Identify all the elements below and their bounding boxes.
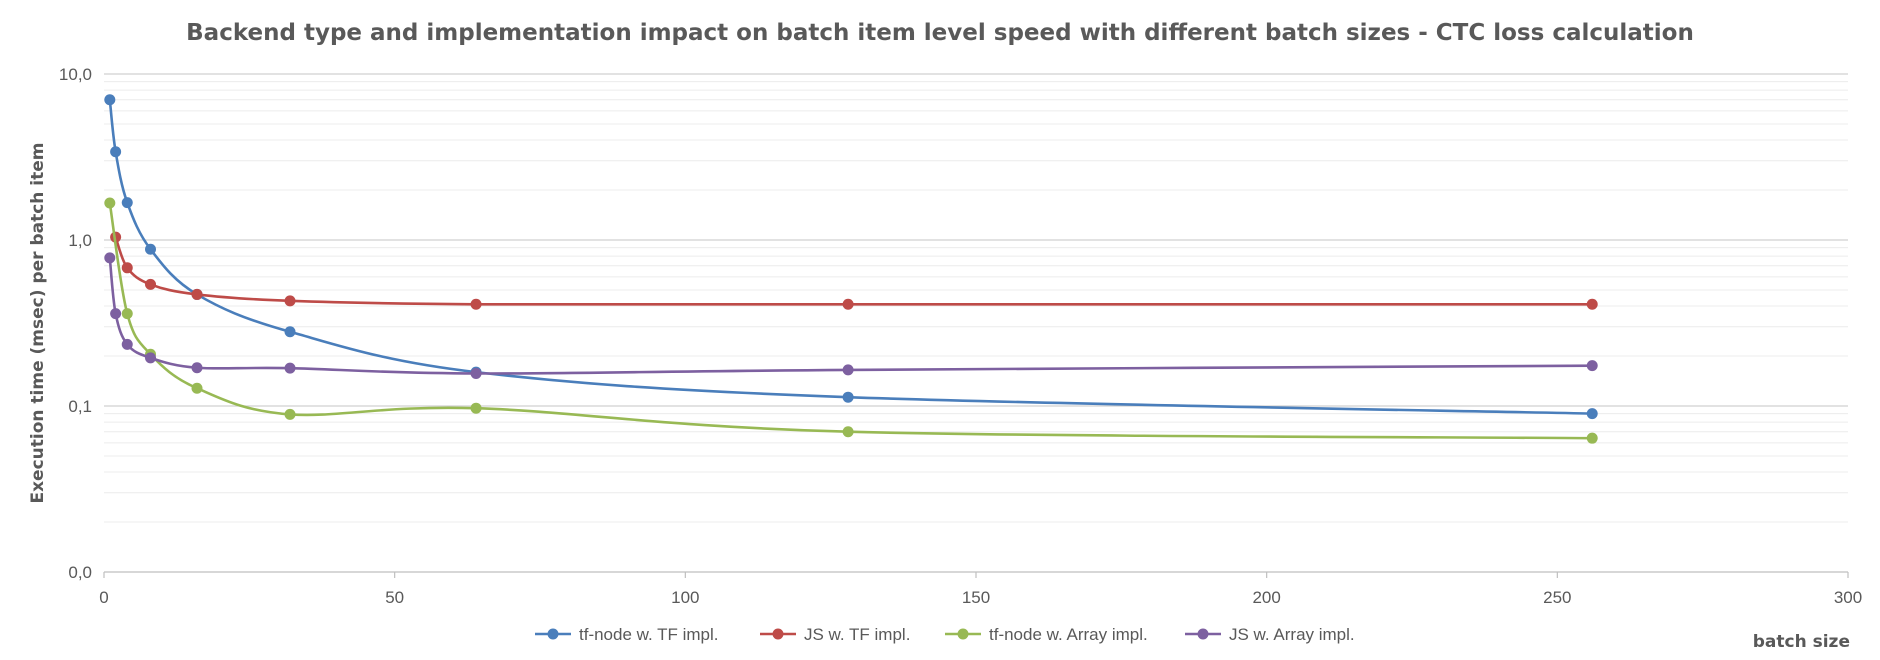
- data-point: [121, 262, 133, 274]
- data-point: [284, 362, 296, 374]
- data-point: [1586, 360, 1598, 372]
- data-point: [104, 197, 116, 209]
- x-tick-label: 100: [671, 588, 699, 607]
- data-point: [121, 338, 133, 350]
- y-tick-label: 0,1: [68, 397, 92, 416]
- data-point: [121, 308, 133, 320]
- y-tick-label: 10,0: [59, 65, 92, 84]
- data-point: [284, 295, 296, 307]
- legend-label: tf-node w. Array impl.: [989, 625, 1148, 644]
- legend-marker: [547, 628, 559, 640]
- data-point: [121, 197, 133, 209]
- legend-label: tf-node w. TF impl.: [579, 625, 719, 644]
- data-point: [842, 426, 854, 438]
- legend: tf-node w. TF impl. JS w. TF impl. tf-node…: [535, 625, 1355, 644]
- data-point: [842, 391, 854, 403]
- series-group: [104, 94, 1598, 444]
- data-point: [191, 288, 203, 300]
- data-point: [1586, 298, 1598, 310]
- x-tick-label: 250: [1543, 588, 1571, 607]
- y-axis-ticks: 0,0 0,1 1,0 10,0: [59, 65, 92, 582]
- y-axis-label: Execution time (msec) per batch item: [28, 142, 48, 503]
- gridlines: [104, 73, 1848, 523]
- data-point: [284, 326, 296, 338]
- data-point: [470, 298, 482, 310]
- data-point: [145, 243, 157, 255]
- data-point: [145, 352, 157, 364]
- data-point: [104, 94, 116, 106]
- x-tick-label: 300: [1834, 588, 1862, 607]
- x-tick-label: 0: [99, 588, 108, 607]
- data-point: [470, 367, 482, 379]
- data-point: [1586, 432, 1598, 444]
- x-tick-label: 150: [962, 588, 990, 607]
- legend-marker: [772, 628, 784, 640]
- legend-item: tf-node w. Array impl.: [945, 625, 1148, 644]
- x-tick-label: 50: [385, 588, 404, 607]
- legend-item: JS w. TF impl.: [760, 625, 910, 644]
- data-point: [104, 252, 116, 264]
- x-axis-label: batch size: [1753, 632, 1850, 652]
- data-point: [842, 364, 854, 376]
- legend-item: tf-node w. TF impl.: [535, 625, 719, 644]
- chart-title: Backend type and implementation impact o…: [186, 20, 1694, 46]
- legend-item: JS w. Array impl.: [1185, 625, 1355, 644]
- legend-marker: [957, 628, 969, 640]
- series-2: [110, 231, 1598, 310]
- series-3: [104, 197, 1598, 444]
- legend-marker: [1197, 628, 1209, 640]
- x-axis-ticks: 0 50 100 150 200 250 300: [99, 572, 1862, 607]
- x-tick-label: 200: [1252, 588, 1280, 607]
- legend-label: JS w. TF impl.: [804, 625, 910, 644]
- data-point: [1586, 408, 1598, 420]
- data-point: [191, 382, 203, 394]
- series-line: [108, 202, 1593, 440]
- legend-label: JS w. Array impl.: [1229, 625, 1355, 644]
- data-point: [842, 298, 854, 310]
- data-point: [470, 402, 482, 414]
- data-point: [110, 308, 122, 320]
- y-tick-label: 1,0: [68, 231, 92, 250]
- data-point: [145, 278, 157, 290]
- data-point: [110, 146, 122, 158]
- data-point: [191, 362, 203, 374]
- y-tick-label: 0,0: [68, 563, 92, 582]
- data-point: [284, 408, 296, 420]
- series-4: [104, 252, 1598, 379]
